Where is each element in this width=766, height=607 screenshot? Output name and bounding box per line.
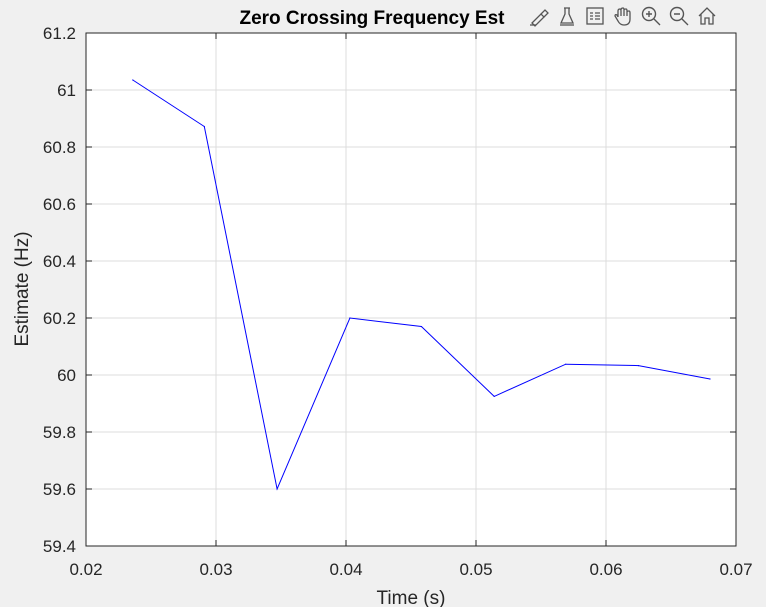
data-point <box>638 365 639 366</box>
axes-toolbar <box>526 2 719 30</box>
data-point <box>132 79 133 80</box>
chart-title: Zero Crossing Frequency Est <box>239 8 505 29</box>
x-tick-label: 0.04 <box>329 560 362 579</box>
y-tick-label: 60.8 <box>43 138 76 157</box>
y-tick-label: 60 <box>57 366 76 385</box>
x-axis-label: Time (s) <box>377 588 446 607</box>
data-point <box>565 364 566 365</box>
pan-hand-icon[interactable] <box>610 4 635 29</box>
plot-area[interactable] <box>86 33 736 546</box>
data-point <box>349 317 350 318</box>
zoom-out-icon[interactable] <box>666 4 691 29</box>
zoom-in-icon[interactable] <box>638 4 663 29</box>
y-tick-label: 60.2 <box>43 309 76 328</box>
y-tick-label: 59.8 <box>43 423 76 442</box>
data-point <box>421 326 422 327</box>
data-point <box>277 488 278 489</box>
y-tick-label: 61 <box>57 81 76 100</box>
brush-icon[interactable] <box>526 4 551 29</box>
data-tips-icon[interactable] <box>554 4 579 29</box>
y-tick-label: 60.6 <box>43 195 76 214</box>
data-point <box>204 126 205 127</box>
y-tick-label: 59.6 <box>43 480 76 499</box>
x-tick-label: 0.03 <box>199 560 232 579</box>
y-tick-label: 61.2 <box>43 24 76 43</box>
y-tick-label: 60.4 <box>43 252 76 271</box>
x-tick-label: 0.02 <box>69 560 102 579</box>
x-tick-label: 0.05 <box>459 560 492 579</box>
home-icon[interactable] <box>694 4 719 29</box>
data-point <box>494 396 495 397</box>
x-tick-label: 0.07 <box>719 560 752 579</box>
x-tick-label: 0.06 <box>589 560 622 579</box>
y-tick-label: 59.4 <box>43 537 76 556</box>
data-point <box>709 378 710 379</box>
legend-icon[interactable] <box>582 4 607 29</box>
y-axis-label: Estimate (Hz) <box>12 231 33 346</box>
